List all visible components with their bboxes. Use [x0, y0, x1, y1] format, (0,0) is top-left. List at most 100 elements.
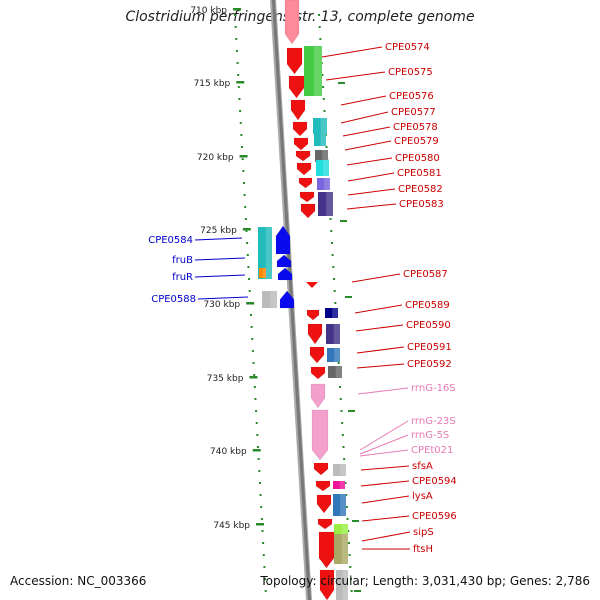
forward-arrow [309, 346, 325, 364]
tick-dot [264, 578, 267, 580]
tick-dot [318, 14, 320, 16]
function-box-shade [322, 150, 328, 162]
forward-arrow [313, 462, 329, 476]
gene-label: CPE0579 [394, 136, 439, 147]
tick-dot [339, 386, 342, 388]
tick-dot [248, 278, 251, 280]
tick-dot [237, 86, 240, 88]
tick-dot [255, 410, 258, 412]
function-box-shade [324, 178, 330, 190]
tick-dot [254, 398, 257, 400]
tick-dot [344, 482, 347, 484]
label-leader [361, 531, 411, 542]
tick-dot [349, 578, 352, 580]
gene-features [258, 0, 348, 600]
gene-label: CPE0574 [385, 42, 430, 53]
tick-dot [244, 206, 247, 208]
label-leader [347, 172, 395, 182]
gene-label: CPE0578 [393, 122, 438, 133]
function-box [325, 308, 338, 318]
function-box-shade [335, 366, 342, 378]
label-leader [356, 363, 405, 369]
gene-label: CPE0590 [406, 320, 451, 331]
accession-text: Accession: NC_003366 [10, 574, 147, 588]
tick-dot [264, 590, 267, 592]
function-box-shade [313, 46, 322, 96]
tick-dot [337, 362, 340, 364]
label-leader [321, 46, 383, 58]
label-leader [342, 126, 391, 137]
tick-dot [345, 494, 348, 496]
forward-arrow [298, 177, 313, 189]
forward-arrow [306, 282, 318, 288]
function-box-shade [340, 494, 346, 516]
tick-dot [261, 530, 264, 532]
tick-dot [348, 554, 351, 556]
function-box [333, 464, 346, 476]
tick-dot [329, 218, 332, 220]
label-leader [357, 387, 409, 395]
scale-bar: 710 kbp 715 kbp 720 kbp 725 kbp 730 kbp 735 k… [190, 6, 264, 531]
function-box-shade [320, 118, 327, 134]
scale-tick [256, 523, 264, 526]
forward-arrow [295, 150, 311, 162]
rrna-arrow [310, 383, 326, 409]
scale-label: 725 kbp [200, 226, 237, 236]
tick-dot [345, 506, 348, 508]
forward-arrow [286, 47, 303, 75]
label-leader [359, 449, 409, 457]
function-box-shade [320, 134, 326, 146]
gene-label: CPE0589 [405, 300, 450, 311]
forward-arrow [299, 191, 315, 203]
tick-dot [234, 26, 237, 28]
scale-label: 745 kbp [213, 521, 250, 531]
tick-dot [350, 590, 353, 592]
tick-dot [339, 398, 342, 400]
label-leader [346, 157, 393, 166]
tick-dot [251, 338, 254, 340]
tick-dot [347, 542, 350, 544]
tick-dot [253, 374, 256, 376]
scale-label: 740 kbp [210, 447, 247, 457]
function-box-shade [341, 534, 348, 564]
label-leader [194, 237, 243, 241]
gene-labels: CPE0574 CPE0575 CPE0576 CPE0577 CPE0578 CPE05… [148, 42, 457, 555]
scale-label: 730 kbp [203, 300, 240, 310]
label-leader [347, 188, 396, 196]
function-box-shade [265, 227, 272, 279]
tick-dot [250, 326, 253, 328]
label-leader [361, 515, 410, 522]
tick-dot [244, 218, 247, 220]
tick-column-left [234, 14, 267, 592]
scale-label: 715 kbp [194, 79, 231, 89]
function-box-shade [334, 348, 340, 362]
forward-arrow [288, 75, 305, 99]
tick-dash [354, 590, 361, 592]
label-leader [361, 495, 410, 504]
tick-dash [340, 220, 347, 222]
tick-dot [236, 62, 239, 64]
gene-label: CPE0582 [398, 184, 443, 195]
tick-dot [252, 362, 255, 364]
gene-label: CPE0575 [388, 67, 433, 78]
tick-dot [331, 254, 334, 256]
tick-dot [349, 566, 352, 568]
function-box [313, 118, 327, 134]
function-box [334, 524, 348, 534]
tick-dot [246, 254, 249, 256]
function-box [334, 534, 348, 564]
scale-label: 710 kbp [190, 6, 227, 16]
scale-tick [252, 449, 261, 452]
forward-arrow [315, 480, 331, 492]
function-box-shade [333, 324, 340, 344]
function-box [258, 227, 272, 279]
gene-label: CPEt021 [411, 445, 453, 456]
tick-dash [345, 296, 352, 298]
forward-arrow [317, 518, 333, 530]
tick-dot [322, 86, 325, 88]
gene-label: rrnG-16S [411, 383, 456, 394]
tick-dot [321, 74, 324, 76]
gene-label: rrnG-5S [411, 430, 449, 441]
tick-dot [341, 434, 344, 436]
label-leader [194, 257, 246, 261]
